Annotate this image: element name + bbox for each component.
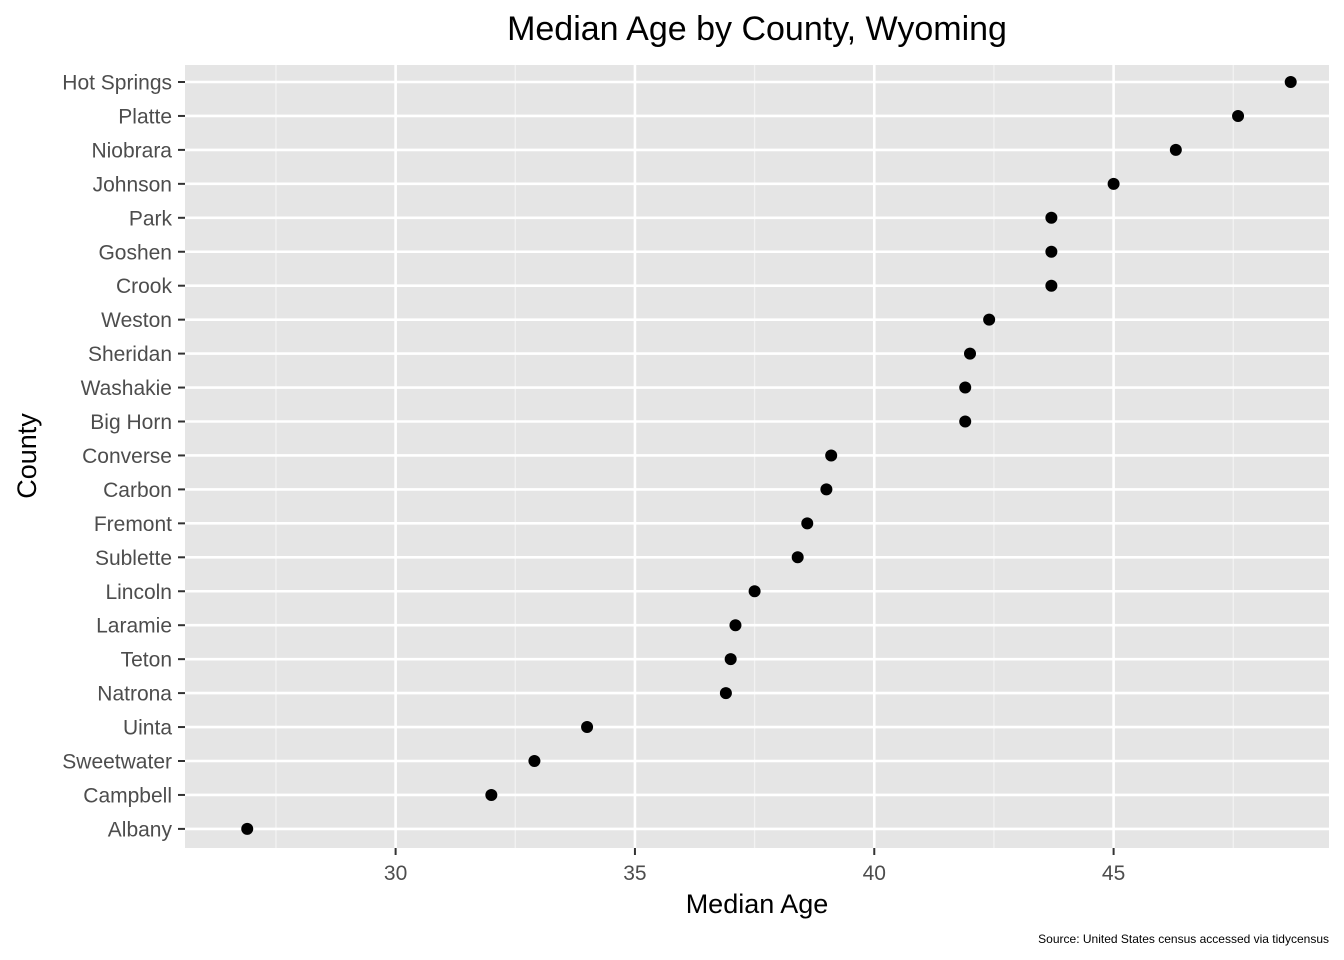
y-tick-label: Goshen [98,241,172,264]
y-tick-label: Platte [118,105,172,128]
y-tick-label: Fremont [94,513,172,536]
data-point [801,517,814,530]
y-tick-label: Crook [116,275,173,298]
y-tick-label: Sweetwater [62,751,172,774]
data-point [724,653,737,666]
y-tick-label: Hot Springs [62,72,172,95]
data-point [485,788,498,801]
caption: Source: United States census accessed vi… [1038,932,1329,946]
data-point [528,755,541,767]
data-point [959,381,972,394]
x-tick-label: 40 [863,862,886,885]
data-point [964,347,977,360]
chart-title: Median Age by County, Wyoming [507,10,1007,48]
data-point [983,313,996,326]
data-point [729,619,742,632]
data-point [820,483,833,496]
x-tick-label: 35 [623,862,646,885]
data-point [1284,76,1297,88]
data-point [1169,143,1182,156]
y-tick-label: Sublette [95,547,172,570]
data-point [241,822,254,835]
y-tick-label: Natrona [97,683,172,706]
data-point [581,721,594,734]
y-axis: Albany Campbell Sweetwater Uinta Natrona Teto… [62,72,185,841]
y-tick-label: Teton [121,649,172,672]
y-tick-label: Washakie [81,377,172,400]
y-tick-label: Laramie [96,615,172,638]
x-axis-title: Median Age [686,889,829,919]
y-axis-title: County [12,413,42,499]
x-tick-label: 30 [384,862,407,885]
y-tick-label: Campbell [83,784,172,807]
data-point [1045,279,1058,292]
y-tick-label: Big Horn [90,411,172,434]
data-point [1232,109,1245,122]
y-tick-label: Carbon [103,479,172,502]
data-point [959,415,972,428]
data-point [825,449,838,462]
y-tick-label: Lincoln [105,581,172,604]
data-point [1045,211,1058,224]
data-point [1107,177,1120,190]
grid-major [185,65,1329,848]
data-points [241,76,1297,835]
x-tick-label: 45 [1102,862,1125,885]
y-tick-label: Johnson [93,173,172,196]
y-tick-label: Converse [82,445,172,468]
y-tick-label: Uinta [123,717,172,740]
data-point [1045,245,1058,258]
data-point [748,585,761,598]
y-tick-label: Sheridan [88,343,172,366]
x-axis: 30 35 40 45 [384,848,1125,885]
y-tick-label: Park [129,207,173,230]
y-tick-label: Albany [108,818,173,841]
y-tick-label: Weston [101,309,172,332]
data-point [791,551,804,564]
data-point [719,687,732,700]
y-tick-label: Niobrara [91,139,172,162]
